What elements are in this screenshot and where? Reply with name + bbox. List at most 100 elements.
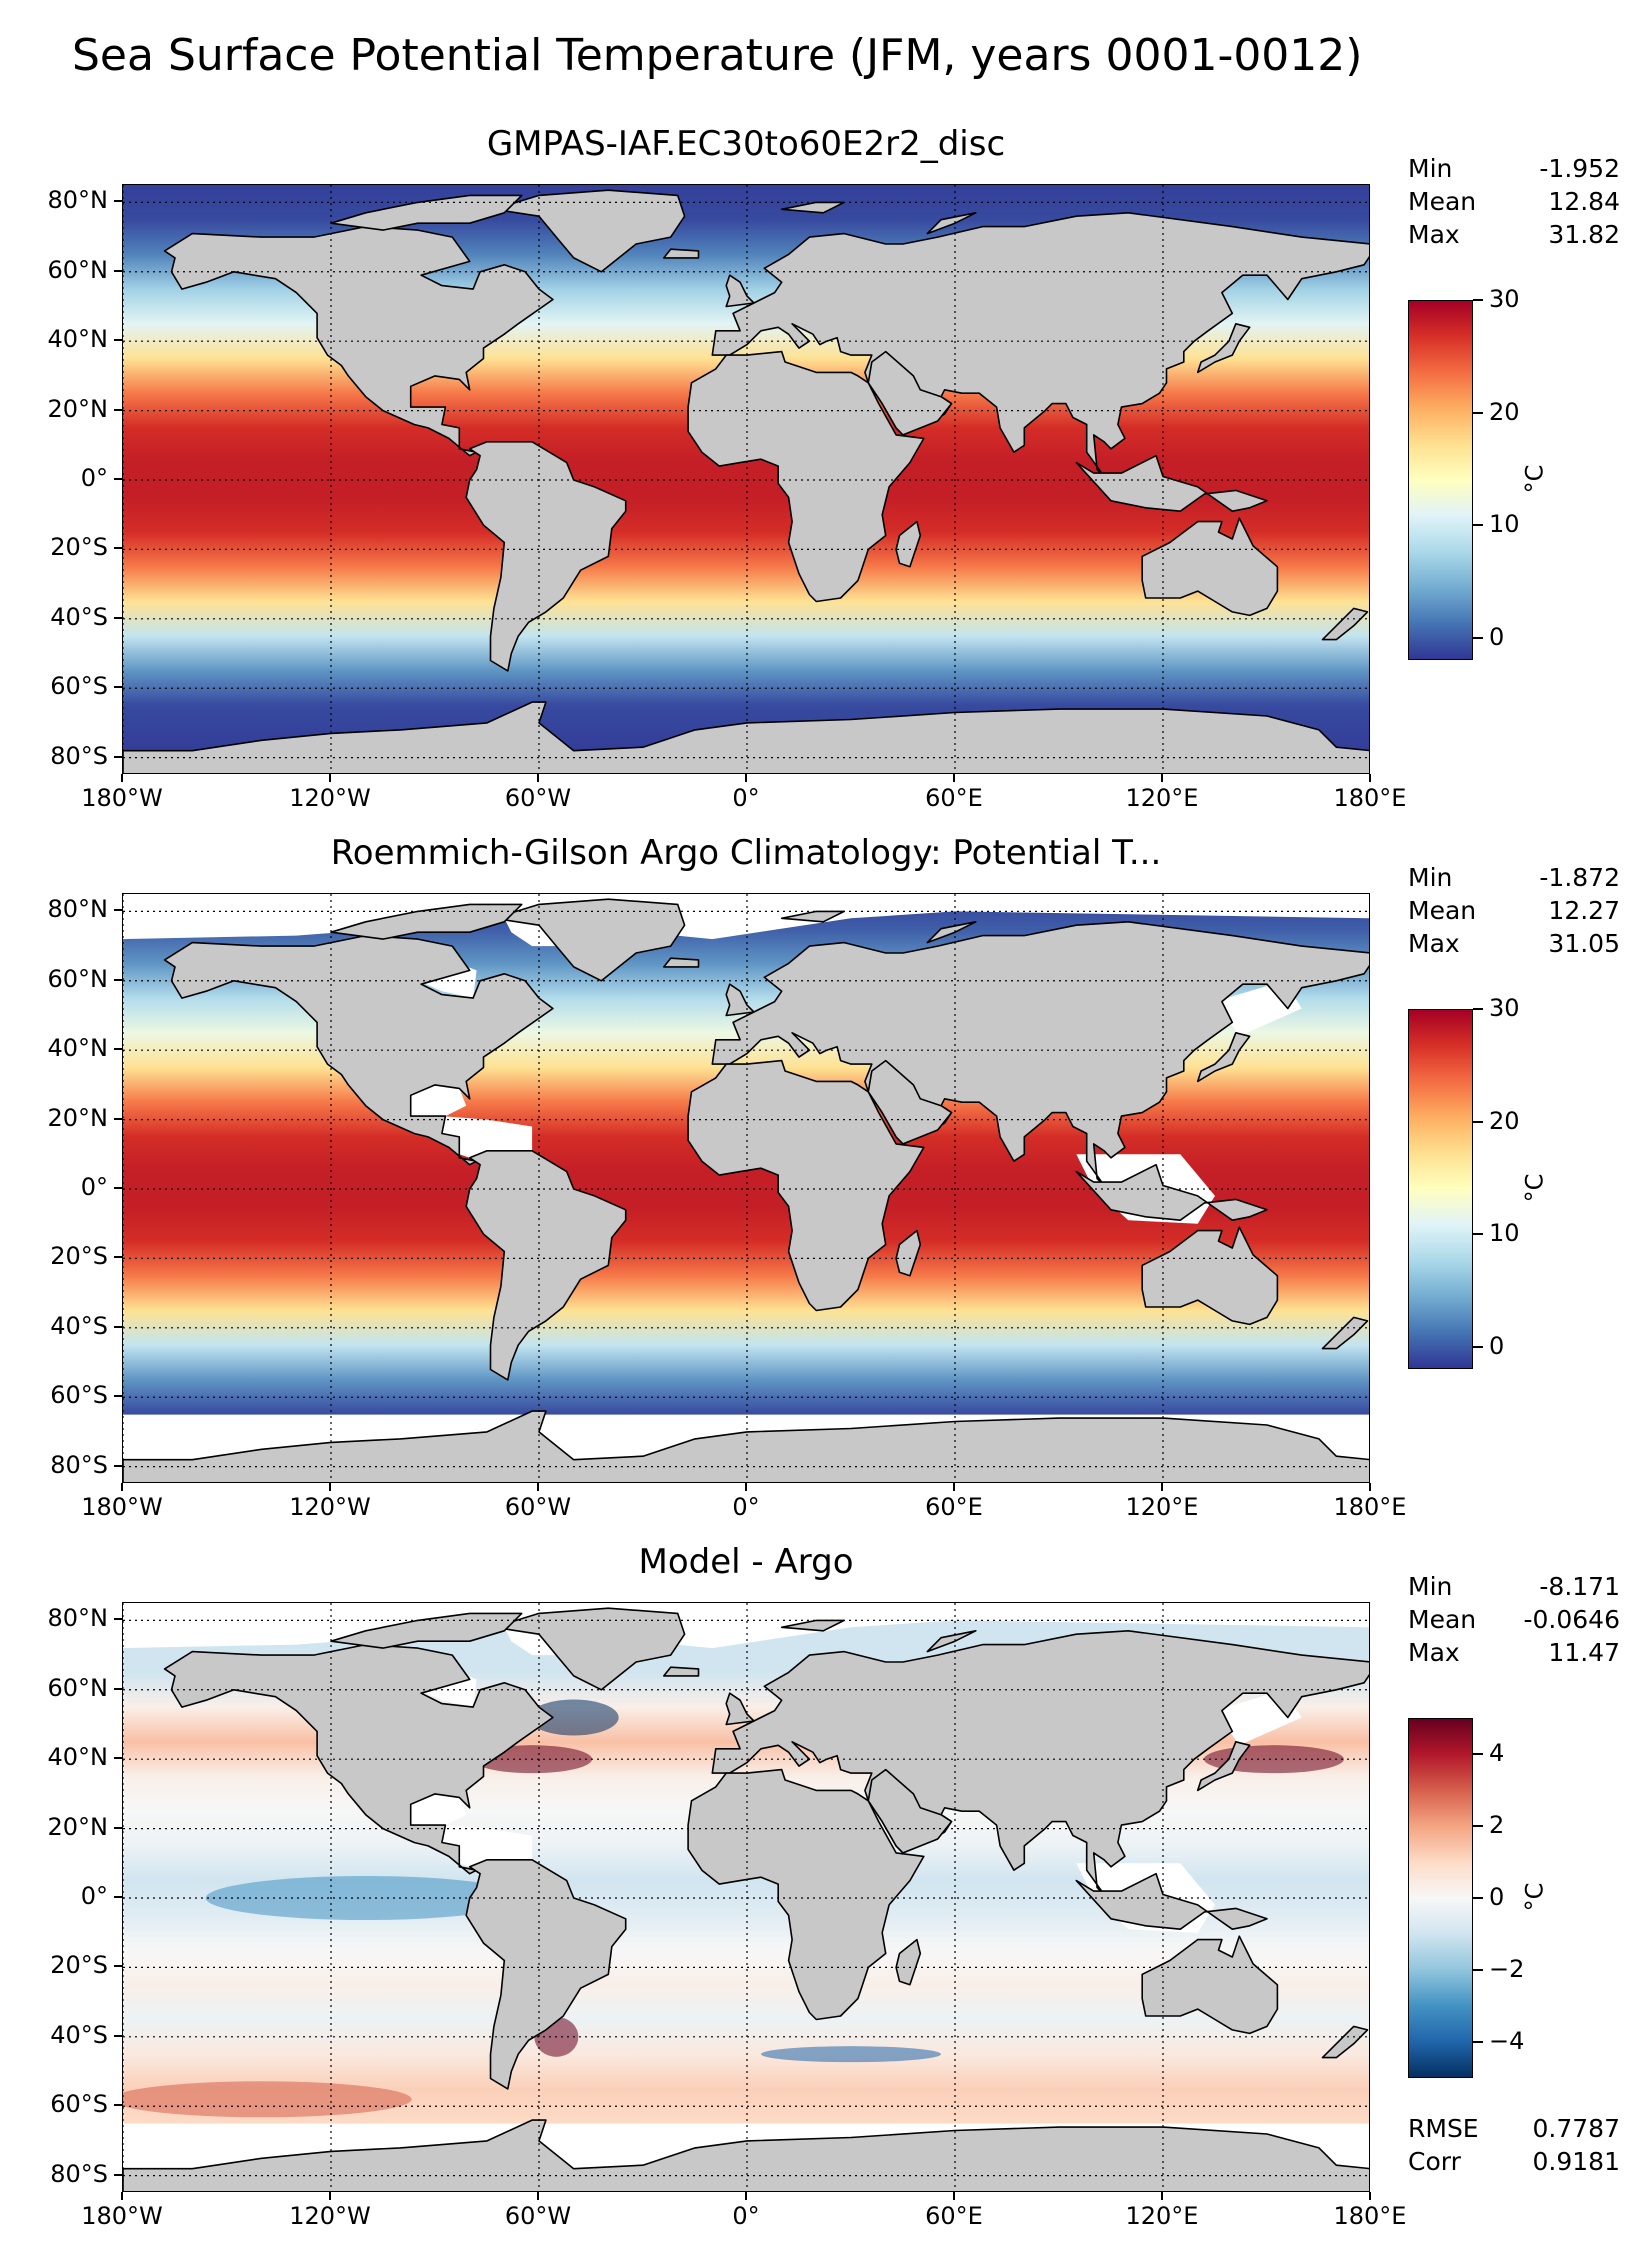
stat-value: 11.47	[1548, 1638, 1620, 1667]
stat-max-row: Max 31.82	[1408, 218, 1620, 251]
lon-tick-mark	[121, 2192, 123, 2200]
colorbar-tick-mark	[1473, 1753, 1483, 1755]
gulf-of-mexico-no-data	[410, 1793, 467, 1826]
new-zealand-landmass	[1321, 607, 1369, 641]
lon-tick-mark	[1369, 774, 1371, 782]
greenland-landmass	[493, 898, 686, 982]
greenland-landmass	[493, 189, 686, 273]
panel-2-map	[122, 893, 1370, 1483]
lat-tick-mark	[114, 1395, 122, 1398]
lat-tick-mark	[114, 1757, 122, 1760]
colorbar-tick-mark	[1473, 1120, 1483, 1123]
lat-tick-label: 60°S	[50, 1381, 108, 1410]
novaya-zemlya-landmass	[926, 1629, 977, 1653]
lat-tick-label: 20°N	[47, 1812, 109, 1841]
lon-tick-mark	[1369, 2192, 1371, 2200]
stat-value: 31.82	[1548, 220, 1620, 249]
arabia-landmass	[867, 350, 953, 436]
lon-tick-label: 0°	[732, 1493, 760, 1521]
lon-tick-label: 120°E	[1125, 1493, 1199, 1521]
stat-value: 12.27	[1548, 896, 1620, 925]
lon-tick-label: 180°E	[1333, 784, 1407, 812]
colorbar-tick-mark	[1473, 1969, 1483, 1971]
stat-value: 0.7787	[1532, 2114, 1620, 2143]
lat-tick-mark	[114, 1464, 122, 1467]
stat-label: Mean	[1408, 1605, 1477, 1634]
indonesia-landmass	[1075, 1163, 1268, 1222]
lon-tick-mark	[1161, 1483, 1163, 1491]
colorbar-tick-label: 20	[1489, 1106, 1520, 1135]
panel-1-title: GMPAS-IAF.EC30to60E2r2_disc	[486, 124, 1006, 164]
lat-tick-mark	[114, 2104, 122, 2107]
lon-tick-mark	[121, 774, 123, 782]
lat-tick-label: 20°N	[47, 394, 109, 423]
lat-tick-label: 20°S	[50, 1951, 108, 1980]
lon-tick-label: 120°E	[1125, 2202, 1199, 2230]
lon-tick-label: 0°	[732, 2202, 760, 2230]
panel-3-extra-stats: RMSE 0.7787 Corr 0.9181	[1408, 2112, 1620, 2178]
lon-tick-label: 180°W	[81, 2202, 163, 2230]
lat-tick-mark	[114, 686, 122, 689]
lon-tick-label: 60°W	[504, 2202, 572, 2230]
stat-label: Max	[1408, 929, 1460, 958]
lat-tick-label: 60°N	[47, 964, 109, 993]
lat-tick-label: 20°N	[47, 1103, 109, 1132]
arctic-no-data	[123, 1603, 1369, 1649]
lon-tick-label: 120°W	[289, 784, 371, 812]
lat-tick-label: 80°S	[50, 741, 108, 770]
lon-tick-label: 180°W	[81, 784, 163, 812]
panel-2-colorbar-label: °C	[1520, 1173, 1549, 1203]
indonesia-landmass	[1075, 454, 1268, 513]
iceland-landmass	[662, 1666, 700, 1677]
uk-landmass	[725, 983, 755, 1017]
lon-tick-mark	[953, 1483, 955, 1491]
canadian-archipelago-landmass	[330, 194, 523, 231]
lat-tick-mark	[114, 2034, 122, 2037]
madagascar-landmass	[895, 520, 922, 568]
colorbar-tick-label: 20	[1489, 397, 1520, 426]
gulf-of-mexico-no-data	[410, 1084, 467, 1117]
panel-2-colorbar	[1408, 1009, 1473, 1369]
panel-1-colorbar-ticks: 0 10 20 30	[1473, 285, 1533, 660]
colorbar-tick-mark	[1473, 299, 1483, 301]
labrador-cold-anomaly	[528, 1699, 619, 1736]
colorbar-tick-mark	[1473, 1008, 1483, 1010]
lat-tick-mark	[114, 755, 122, 758]
stat-rmse-row: RMSE 0.7787	[1408, 2112, 1620, 2145]
lon-tick-mark	[953, 2192, 955, 2200]
uk-landmass	[725, 274, 755, 308]
lon-tick-mark	[537, 1483, 539, 1491]
lon-tick-label: 120°W	[289, 2202, 371, 2230]
lat-tick-mark	[114, 408, 122, 411]
lat-tick-label: 40°N	[47, 1034, 109, 1063]
canadian-archipelago-landmass	[330, 903, 523, 940]
south-america-landmass	[465, 440, 627, 672]
lat-tick-label: 40°N	[47, 325, 109, 354]
arctic-no-data	[123, 894, 1369, 940]
panel-3-colorbar-label: °C	[1520, 1882, 1549, 1912]
novaya-zemlya-landmass	[926, 920, 977, 944]
stat-label: Mean	[1408, 187, 1477, 216]
southern-ocean-warm-anomaly	[123, 2081, 412, 2118]
lat-tick-label: 60°N	[47, 255, 109, 284]
lat-tick-mark	[114, 1896, 122, 1898]
stat-label: Corr	[1408, 2147, 1461, 2176]
japan-landmass	[1196, 1032, 1251, 1083]
colorbar-tick-label: −2	[1489, 1955, 1525, 1983]
lat-tick-mark	[114, 616, 122, 619]
lat-tick-label: 40°S	[50, 2020, 108, 2049]
lat-tick-label: 40°S	[50, 1311, 108, 1340]
lat-tick-label: 80°N	[47, 186, 109, 215]
panel-3-colorbar-ticks: 4 2 0 −2 −4	[1473, 1718, 1533, 2078]
lat-tick-mark	[114, 978, 122, 981]
stat-min-row: Min -1.952	[1408, 152, 1620, 185]
lon-tick-mark	[1161, 774, 1163, 782]
lat-tick-mark	[114, 1256, 122, 1259]
lat-tick-label: 80°N	[47, 895, 109, 924]
lat-tick-mark	[114, 1117, 122, 1120]
colorbar-tick-label: 30	[1489, 285, 1520, 313]
colorbar-tick-mark	[1473, 1233, 1483, 1235]
japan-landmass	[1196, 323, 1251, 374]
lat-tick-mark	[114, 2173, 122, 2176]
eurasia-landmass	[711, 1629, 1369, 1896]
